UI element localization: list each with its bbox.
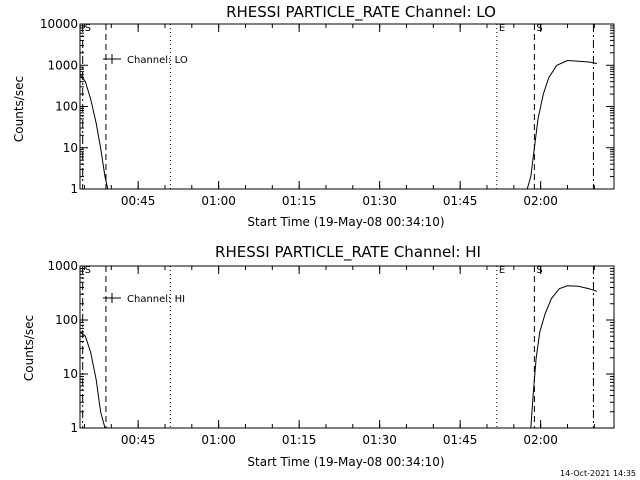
y-tick-label: 1000	[47, 58, 78, 72]
y-tick-label: 1	[70, 421, 78, 435]
marker-label: E	[499, 23, 505, 34]
series-line	[526, 59, 598, 190]
y-tick-label: 1000	[47, 259, 78, 273]
y-tick-label: 10000	[40, 17, 78, 31]
x-tick-label: 00:45	[121, 194, 156, 208]
chart-title: RHESSI PARTICLE_RATE Channel: HI	[215, 243, 481, 262]
plot-frame	[79, 265, 615, 429]
y-tick-label: 10	[63, 141, 78, 155]
x-axis-label: Start Time (19-May-08 00:34:10)	[247, 455, 444, 469]
y-tick-label: 100	[55, 313, 78, 327]
y-tick-label: 1	[70, 182, 78, 196]
y-tick-label: 10	[63, 367, 78, 381]
x-tick-label: 01:15	[282, 433, 317, 447]
x-axis-label: Start Time (19-May-08 00:34:10)	[247, 215, 444, 229]
series-line	[79, 331, 106, 429]
y-axis-label: Counts/sec	[12, 76, 26, 142]
x-tick-label: 01:30	[362, 433, 397, 447]
series-line	[530, 285, 598, 429]
x-tick-label: 00:45	[121, 433, 156, 447]
marker-label: E	[499, 265, 505, 276]
marker-label: S	[85, 23, 91, 34]
x-tick-label: 01:45	[443, 433, 478, 447]
legend-label: Channel: LO	[127, 55, 188, 66]
marker-label: S	[85, 265, 91, 276]
y-axis-label: Counts/sec	[22, 315, 36, 381]
footer-timestamp: 14-Oct-2021 14:35	[560, 469, 636, 478]
x-tick-label: 01:15	[282, 194, 317, 208]
y-tick-label: 100	[55, 100, 78, 114]
chart-panel-lo: RHESSI PARTICLE_RATE Channel: LO Start T…	[12, 3, 615, 229]
x-tick-label: 01:00	[201, 433, 236, 447]
chart-panel-hi: RHESSI PARTICLE_RATE Channel: HI Start T…	[22, 243, 615, 469]
marker-label: S	[536, 23, 542, 34]
x-tick-label: 02:00	[523, 433, 558, 447]
series-line	[79, 74, 109, 190]
legend-label: Channel: HI	[127, 294, 185, 305]
x-tick-label: 02:00	[523, 194, 558, 208]
x-tick-label: 01:45	[443, 194, 478, 208]
marker-label: S	[536, 265, 542, 276]
x-tick-label: 01:30	[362, 194, 397, 208]
x-tick-label: 01:00	[201, 194, 236, 208]
chart-title: RHESSI PARTICLE_RATE Channel: LO	[226, 3, 496, 22]
